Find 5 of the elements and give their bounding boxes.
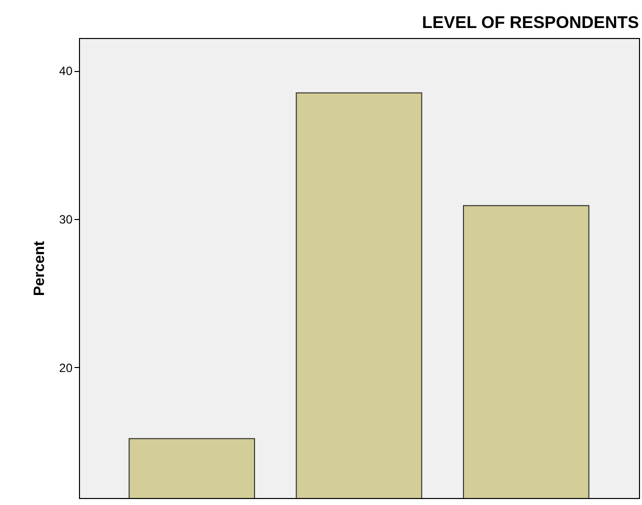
chart-title: LEVEL OF RESPONDENTS bbox=[422, 13, 639, 32]
y-tick-label: 30 bbox=[59, 212, 73, 227]
y-axis-title: Percent bbox=[31, 240, 48, 296]
y-tick-label: 20 bbox=[59, 360, 73, 375]
y-tick-label: 40 bbox=[59, 64, 73, 78]
